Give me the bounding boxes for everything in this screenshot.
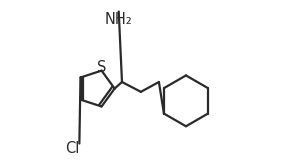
Text: Cl: Cl: [66, 141, 80, 156]
Text: NH₂: NH₂: [105, 12, 133, 27]
Text: S: S: [97, 60, 106, 75]
